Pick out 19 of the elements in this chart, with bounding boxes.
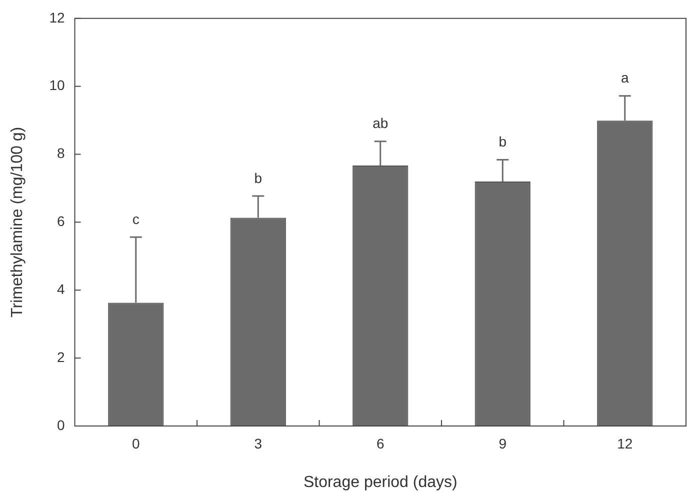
y-tick-label: 10 xyxy=(49,77,65,94)
annotation: c xyxy=(132,211,140,228)
annotation: b xyxy=(498,134,507,150)
y-axis-title: Trimethylamine (mg/100 g) xyxy=(9,126,26,318)
y-tick-label: 4 xyxy=(56,280,65,297)
x-tick-label: 0 xyxy=(132,435,140,452)
x-axis-title: Storage period (days) xyxy=(303,474,458,491)
x-tick-label: 3 xyxy=(254,435,262,452)
annotation: ab xyxy=(372,115,388,132)
annotation: a xyxy=(620,70,629,86)
x-tick-label: 12 xyxy=(617,435,633,452)
y-tick-label: 6 xyxy=(56,213,65,230)
y-tick-label: 0 xyxy=(56,416,65,433)
x-tick-label: 9 xyxy=(498,435,507,452)
annotation: b xyxy=(254,170,262,186)
y-tick-label: 2 xyxy=(56,348,65,365)
y-tick-label: 12 xyxy=(49,9,65,26)
y-tick-label: 8 xyxy=(56,145,65,162)
x-tick-label: 6 xyxy=(376,435,384,452)
